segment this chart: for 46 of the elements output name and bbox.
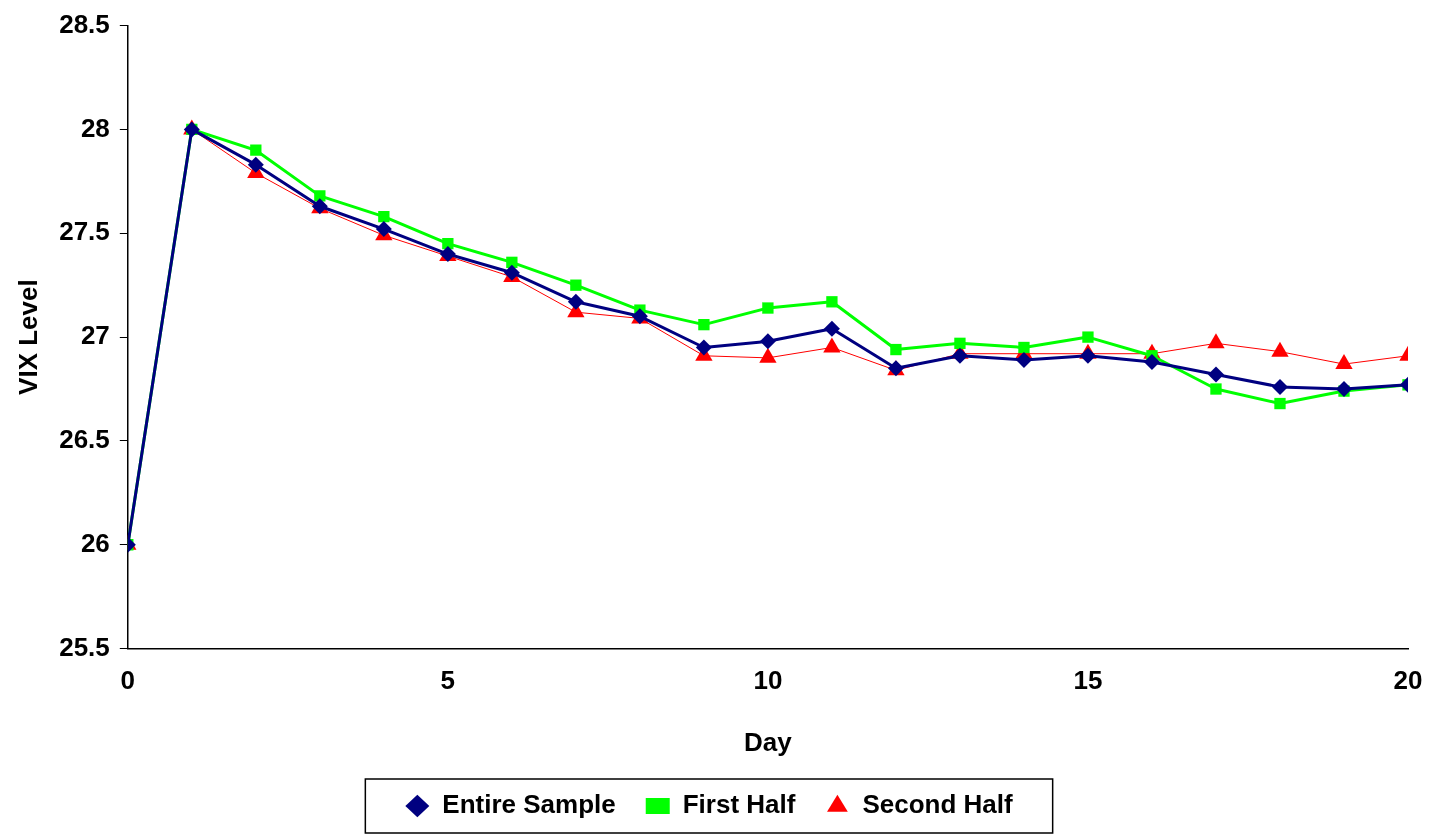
x-axis-title: Day bbox=[744, 726, 793, 757]
x-tick-label: 0 bbox=[120, 665, 136, 696]
point bbox=[442, 237, 454, 250]
legend-label: Second Half bbox=[862, 789, 1013, 820]
point bbox=[1018, 341, 1030, 354]
point bbox=[247, 156, 264, 173]
y-tick-label: 28 bbox=[80, 112, 110, 143]
y-axis-title: VIX Level bbox=[12, 279, 43, 395]
legend-label: First Half bbox=[682, 789, 796, 820]
point bbox=[698, 318, 710, 331]
y-tick-label: 27.5 bbox=[59, 216, 110, 247]
point bbox=[570, 279, 582, 291]
point bbox=[250, 144, 262, 156]
point bbox=[1143, 354, 1160, 371]
point bbox=[826, 296, 838, 308]
point bbox=[762, 302, 774, 314]
y-tick-label: 25.5 bbox=[59, 631, 110, 662]
y-tick-label: 26 bbox=[80, 527, 110, 558]
point bbox=[823, 320, 840, 337]
point bbox=[759, 333, 776, 350]
y-tick-label: 27 bbox=[80, 320, 110, 351]
point bbox=[1274, 397, 1286, 410]
point bbox=[506, 256, 518, 268]
y-tick-label: 26.5 bbox=[59, 424, 110, 455]
point bbox=[1335, 354, 1353, 370]
point bbox=[954, 337, 966, 349]
point bbox=[378, 211, 390, 223]
point bbox=[375, 221, 392, 238]
legend-label: Entire Sample bbox=[442, 789, 616, 820]
y-tick-label: 28.5 bbox=[59, 8, 110, 39]
point bbox=[1015, 351, 1032, 368]
x-tick-label: 10 bbox=[753, 665, 783, 696]
x-tick-label: 15 bbox=[1073, 665, 1103, 696]
point bbox=[1335, 381, 1352, 398]
point bbox=[1207, 366, 1224, 383]
point bbox=[567, 293, 584, 310]
x-tick-label: 5 bbox=[440, 665, 456, 696]
point bbox=[951, 347, 968, 364]
point bbox=[1210, 383, 1222, 395]
point bbox=[314, 190, 326, 202]
point bbox=[1079, 347, 1096, 364]
point bbox=[1082, 331, 1094, 343]
point bbox=[1271, 378, 1288, 395]
point bbox=[890, 343, 902, 356]
point bbox=[695, 339, 712, 356]
x-tick-label: 20 bbox=[1393, 665, 1423, 696]
